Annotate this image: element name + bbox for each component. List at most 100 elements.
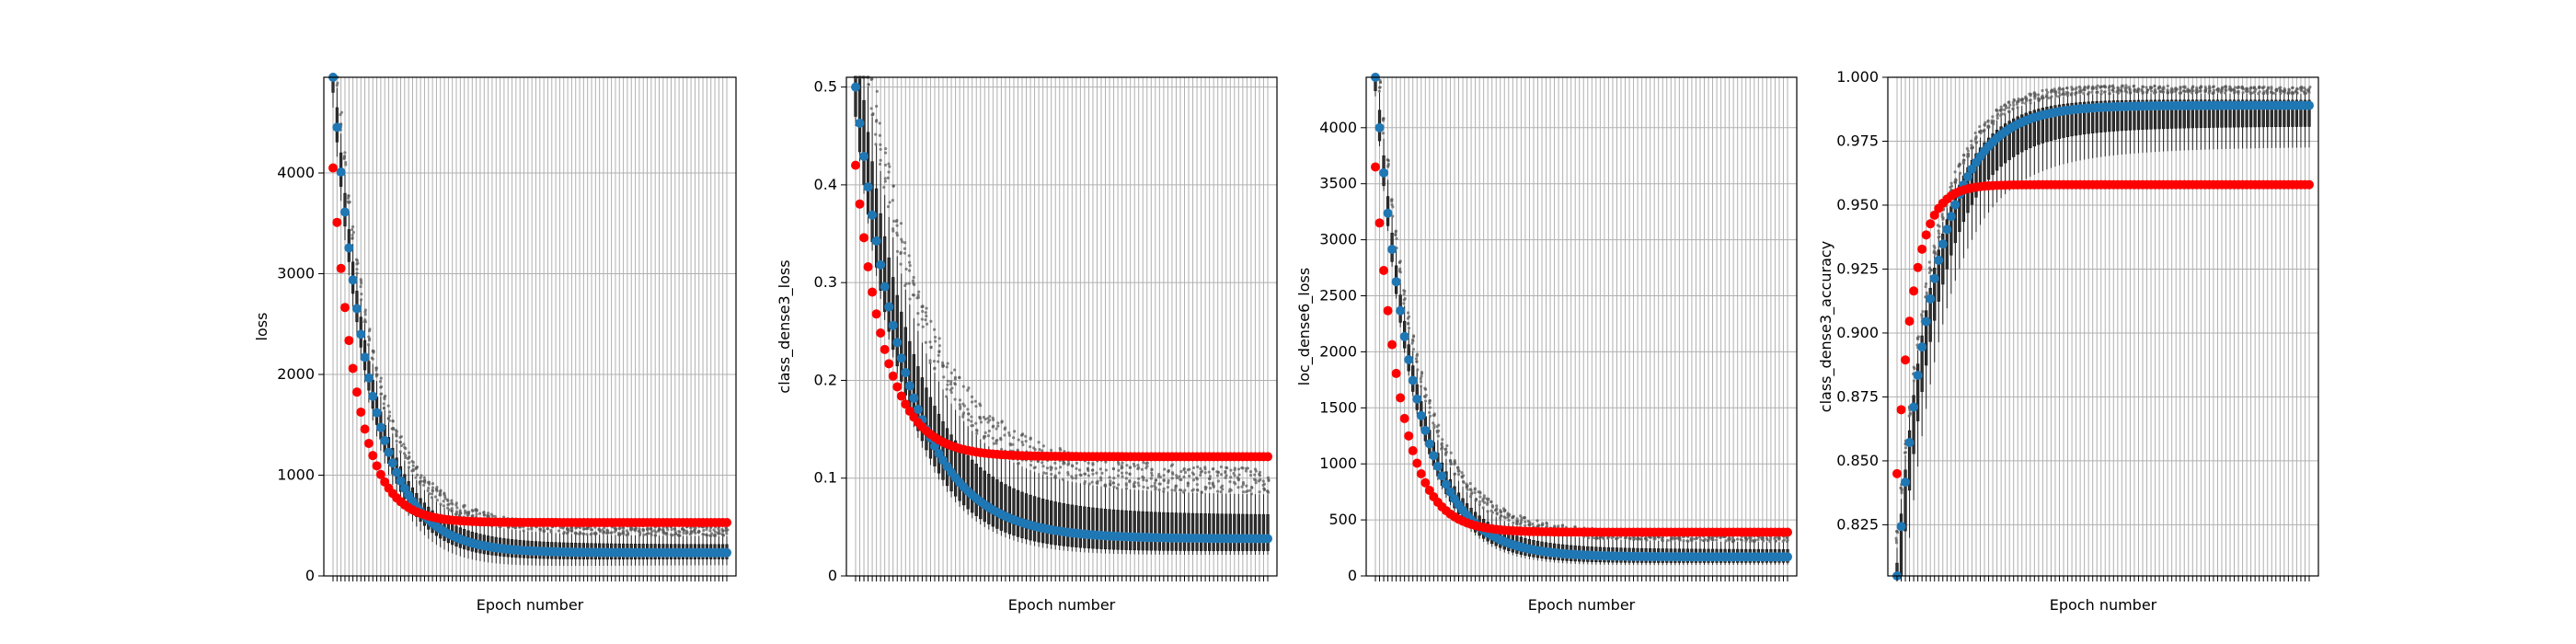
outlier-point — [653, 534, 657, 537]
outlier-point — [925, 306, 928, 310]
y-tick-label: 0 — [305, 567, 315, 584]
outlier-point — [1021, 443, 1025, 447]
outlier-point — [1456, 473, 1461, 477]
outlier-point — [1411, 348, 1416, 351]
outlier-point — [937, 344, 941, 348]
outlier-point — [2179, 87, 2182, 92]
outlier-point — [878, 133, 882, 137]
outlier-point — [911, 279, 915, 282]
outlier-point — [1024, 434, 1028, 438]
outlier-point — [991, 436, 995, 440]
box — [2228, 99, 2232, 128]
outlier-point — [1175, 476, 1179, 480]
outlier-point — [2095, 86, 2099, 91]
outlier-point — [1449, 451, 1453, 454]
series-blue-point — [336, 167, 346, 177]
outlier-point — [888, 165, 891, 168]
box — [1216, 513, 1220, 551]
series-blue-point — [1396, 305, 1406, 316]
outlier-point — [971, 423, 974, 428]
series-blue-point — [360, 352, 370, 362]
outlier-point — [1991, 115, 1995, 119]
series-red-point — [868, 287, 878, 297]
outlier-point — [934, 339, 937, 343]
outlier-point — [673, 532, 678, 535]
outlier-point — [966, 408, 970, 411]
outlier-point — [1115, 486, 1119, 490]
box — [2053, 105, 2057, 140]
outlier-point — [1908, 412, 1912, 416]
series-blue-point — [1921, 316, 1931, 327]
outlier-point — [1774, 539, 1777, 543]
outlier-point — [1124, 477, 1128, 480]
outlier-point — [1419, 385, 1423, 388]
series-blue-point — [1416, 410, 1426, 420]
outlier-point — [1125, 464, 1129, 467]
series-blue-point — [1896, 522, 1906, 532]
outlier-point — [992, 442, 995, 445]
outlier-point — [420, 474, 423, 477]
outlier-point — [2020, 98, 2024, 102]
series-red-point — [348, 363, 358, 374]
outlier-point — [1142, 478, 1145, 482]
outlier-point — [1739, 537, 1742, 541]
outlier-point — [925, 314, 928, 318]
outlier-point — [590, 532, 593, 535]
box — [2179, 99, 2182, 129]
outlier-point — [2029, 101, 2032, 105]
outlier-point — [1008, 442, 1012, 445]
axes-frame — [1365, 76, 1798, 577]
outlier-point — [1091, 462, 1095, 466]
outlier-point — [708, 534, 712, 537]
outlier-point — [2262, 91, 2266, 96]
outlier-point — [1029, 463, 1033, 467]
series-red-point — [884, 359, 894, 369]
outlier-point — [2124, 84, 2128, 87]
outlier-point — [487, 512, 490, 515]
outlier-point — [372, 350, 375, 353]
outlier-point — [1050, 472, 1053, 477]
outlier-point — [978, 415, 982, 420]
outlier-point — [431, 486, 435, 489]
outlier-point — [962, 404, 966, 408]
outlier-point — [1469, 494, 1473, 499]
outlier-point — [2191, 86, 2195, 89]
series-blue-point — [375, 422, 385, 432]
outlier-point — [1781, 539, 1785, 544]
box — [2286, 99, 2291, 127]
outlier-point — [1103, 483, 1108, 487]
outlier-point — [582, 527, 586, 531]
outlier-point — [2003, 112, 2007, 116]
outlier-point — [1124, 483, 1128, 488]
box — [1137, 511, 1141, 551]
box — [2024, 112, 2028, 151]
outlier-point — [992, 424, 995, 428]
outlier-point — [2054, 90, 2058, 94]
outlier-point — [882, 186, 886, 190]
box — [2032, 109, 2036, 147]
outlier-point — [581, 532, 585, 535]
outlier-point — [1453, 461, 1456, 465]
outlier-point — [1494, 508, 1499, 512]
outlier-point — [1416, 368, 1420, 372]
outlier-point — [2082, 92, 2086, 96]
outlier-point — [2244, 89, 2248, 93]
outlier-point — [1066, 470, 1070, 475]
box — [1190, 512, 1195, 551]
outlier-point — [2245, 86, 2248, 90]
outlier-point — [1150, 471, 1154, 475]
outlier-point — [710, 532, 714, 535]
outlier-point — [986, 434, 990, 438]
box — [1928, 287, 1932, 342]
outlier-point — [1535, 519, 1539, 523]
box — [2270, 99, 2273, 128]
outlier-point — [996, 424, 1000, 428]
outlier-point — [702, 533, 706, 536]
outlier-point — [445, 506, 450, 510]
outlier-point — [402, 443, 406, 446]
outlier-point — [457, 513, 462, 517]
outlier-point — [1236, 486, 1240, 489]
plot-area — [1366, 77, 1797, 576]
outlier-point — [982, 415, 985, 420]
outlier-point — [705, 533, 708, 536]
